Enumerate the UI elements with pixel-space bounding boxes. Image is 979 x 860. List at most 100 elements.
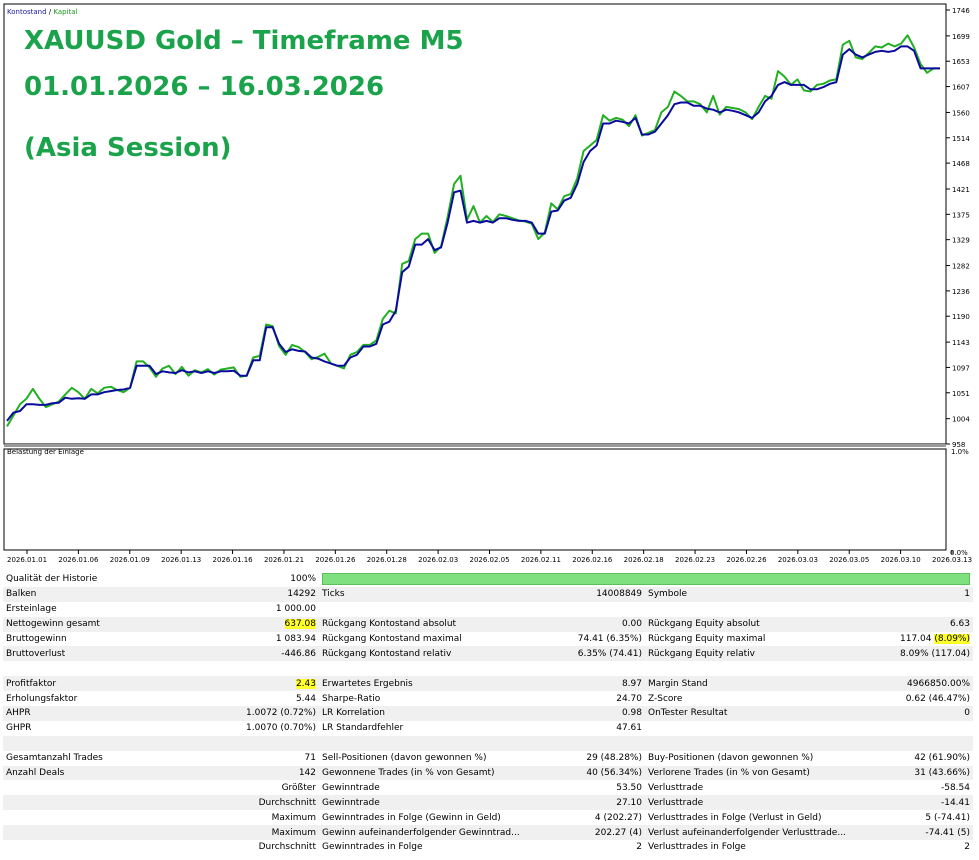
stat-label (645, 735, 845, 751)
stat-value: 47.61 (525, 721, 645, 736)
stat-label (3, 780, 159, 795)
stat-label-text: Gewinntrade (322, 782, 380, 793)
stat-label (3, 735, 159, 751)
x-tick-label: 2026.01.09 (110, 556, 150, 564)
stat-label: Profitfaktor (3, 676, 159, 692)
x-tick-label: 2026.02.16 (572, 556, 613, 564)
stat-label: Gewinntrades in Folge (Gewinn in Geld) (319, 810, 525, 825)
legend-separator: / (46, 8, 54, 16)
stat-value: 0.98 (525, 706, 645, 721)
y-tick-label: 1236 (952, 288, 970, 296)
stat-value: Durchschnitt (159, 795, 319, 811)
stat-label: GHPR (3, 721, 159, 736)
stat-value: 1 083.94 (159, 632, 319, 647)
stat-value: Durchschnitt (159, 840, 319, 855)
main-chart-frame (3, 3, 947, 445)
stat-label: Gewinntrades in Folge (319, 840, 525, 855)
stat-value: 2 (845, 840, 973, 855)
stat-value: 27.10 (525, 795, 645, 811)
x-tick-label: 2026.03.10 (881, 556, 921, 564)
stat-label: Rückgang Kontostand relativ (319, 646, 525, 662)
stats-row: Ersteinlage 1 000.00 (3, 602, 973, 617)
stat-label-text: Rückgang Equity relativ (648, 648, 755, 659)
stat-value: -446.86 (159, 646, 319, 662)
stat-label (3, 795, 159, 811)
stat-value-text: 4 (202.27) (594, 812, 642, 823)
stat-label: Rückgang Kontostand absolut (319, 616, 525, 632)
stat-value-text: Maximum (271, 827, 316, 838)
stat-label-text: Rückgang Kontostand maximal (322, 634, 462, 644)
stat-label-text: Gewinntrade (322, 797, 380, 808)
stat-label-text: Verlusttrade (648, 782, 704, 793)
stat-label-text: Qualität der Historie (6, 574, 98, 585)
legend-equity: Kapital (53, 8, 78, 16)
stats-table: Qualität der Historie 100% Balken 14292 Tick… (3, 572, 973, 855)
y-tick-label: 1004 (952, 416, 970, 424)
stat-value-text: 29 (48.28%) (586, 753, 642, 764)
stat-label-text: Ticks (322, 589, 345, 600)
stat-value-text: 1.0072 (0.72%) (246, 708, 316, 719)
stat-value: 8.97 (525, 676, 645, 692)
stat-value-text: 2.43 (295, 678, 316, 689)
stat-label-text: Z-Score (648, 693, 683, 704)
stat-value: 1.0070 (0.70%) (159, 721, 319, 736)
stat-value-text: 42 (61.90%) (914, 753, 970, 764)
stat-label-text: Verlusttrades in Folge (Verlust in Geld) (648, 812, 822, 823)
stat-label-text: Verlusttrades in Folge (648, 842, 746, 853)
stat-value: 53.50 (525, 780, 645, 795)
stat-value (159, 661, 319, 676)
y-tick-label: 1375 (952, 211, 970, 219)
stat-label-text: Erwartetes Ergebnis (322, 678, 413, 689)
stat-value-text: 6.35% (74.41) (577, 648, 642, 659)
stat-label: Qualität der Historie (3, 572, 159, 587)
y-tick-label: 1514 (952, 135, 970, 143)
stat-value: 8.09% (117.04) (845, 646, 973, 662)
stat-value-text: 0.98 (621, 708, 642, 719)
overlay-session: (Asia Session) (24, 133, 232, 163)
stat-value (525, 602, 645, 617)
stat-label: Verlusttrade (645, 780, 845, 795)
stat-value-text: 0.62 (46.47%) (905, 693, 970, 704)
stats-row: Balken 14292 Ticks 14008849 Symbole 1 (3, 586, 973, 602)
y-tick-label: 958 (952, 441, 965, 449)
stat-value: 0.00 (525, 616, 645, 632)
stat-value-text: -446.86 (281, 648, 316, 659)
stats-row: Maximum Gewinntrades in Folge (Gewinn in … (3, 810, 973, 825)
stat-value-text: Größter (281, 782, 316, 793)
stat-label: Rückgang Equity maximal (645, 632, 845, 647)
stat-label-text: Buy-Positionen (davon gewonnen %) (648, 753, 814, 764)
stat-value-text: 100% (290, 574, 316, 585)
y-tick-label: 1468 (952, 160, 970, 168)
y-tick-label: 1097 (952, 364, 970, 372)
stat-value: 31 (43.66%) (845, 765, 973, 781)
stat-value-text: Maximum (271, 812, 316, 823)
stat-label: Erholungsfaktor (3, 691, 159, 706)
stat-label: Verlorene Trades (in % von Gesamt) (645, 765, 845, 781)
y-tick-label: 1746 (952, 7, 970, 15)
stat-label-text: Symbole (648, 589, 688, 600)
overlay-date-range: 01.01.2026 – 16.03.2026 (24, 72, 385, 102)
stat-value (525, 661, 645, 676)
stat-value-text: 47.61 (616, 723, 642, 734)
stat-label-text: Gesamtanzahl Trades (6, 753, 103, 764)
stat-label (645, 602, 845, 617)
stats-row: Erholungsfaktor 5.44 Sharpe-Ratio 24.70 Z-Sc… (3, 691, 973, 706)
x-tick-label: 2026.02.23 (675, 556, 715, 564)
stat-value-text: 6.63 (949, 619, 970, 630)
stat-value: Größter (159, 780, 319, 795)
y-tick-label: 1143 (952, 339, 970, 347)
x-tick-label: 2026.01.06 (58, 556, 99, 564)
stats-row: Bruttoverlust -446.86 Rückgang Kontostand … (3, 646, 973, 662)
x-tick-label: 2026.03.05 (829, 556, 869, 564)
stat-value: 74.41 (6.35%) (525, 632, 645, 647)
stat-label: Sharpe-Ratio (319, 691, 525, 706)
stat-value-text: 637.08 (284, 619, 316, 630)
y-tick-label: 1051 (952, 390, 970, 398)
stat-value-text: 14292 (287, 589, 316, 600)
stat-value-text: 53.50 (616, 782, 642, 793)
stat-value-text: 27.10 (616, 797, 642, 808)
stat-value-text: 40 (56.34%) (586, 768, 642, 779)
stat-label-text: AHPR (6, 708, 31, 719)
stat-label-text: Ersteinlage (6, 604, 57, 615)
stat-value (845, 735, 973, 751)
